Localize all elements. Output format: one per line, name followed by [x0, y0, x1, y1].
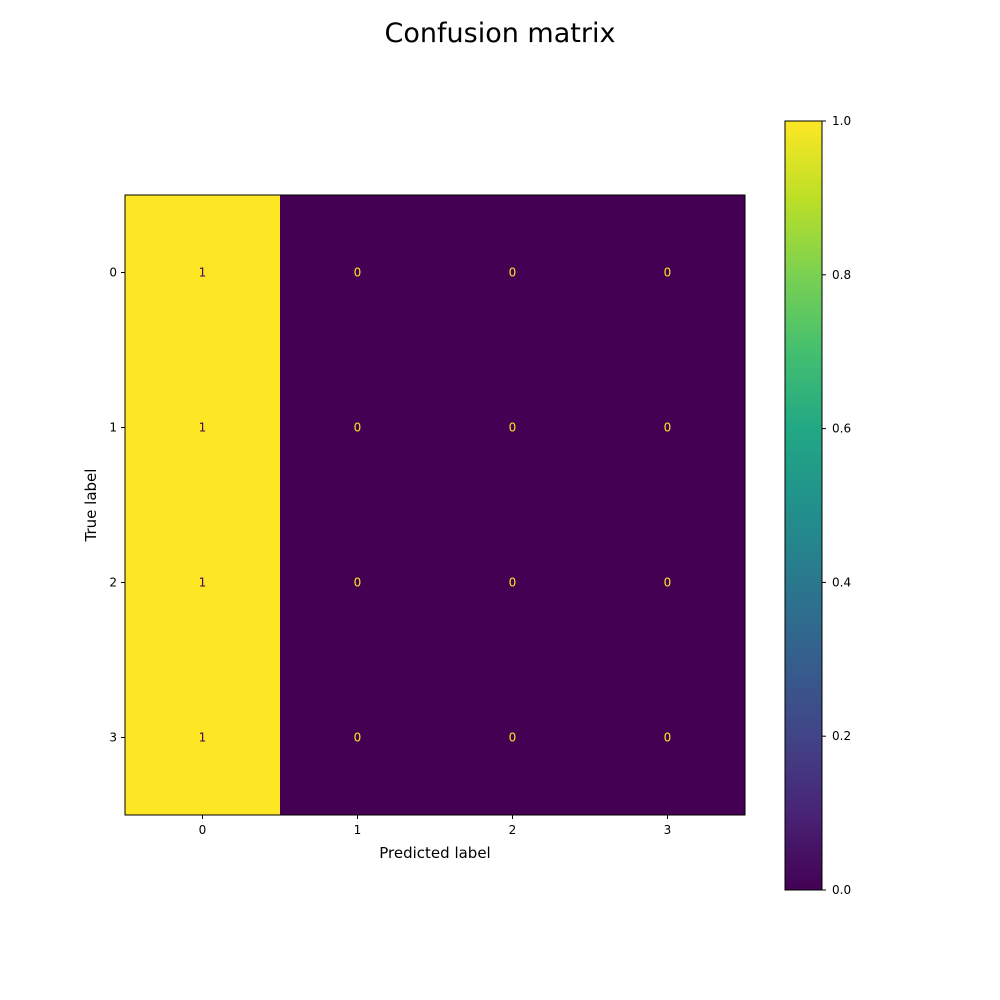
y-tick-label: 2 — [109, 576, 117, 590]
y-axis-ticks: 0 1 2 3 — [109, 266, 125, 745]
heatmap-cell — [280, 350, 436, 506]
colorbar-tick-label: 0.2 — [832, 729, 851, 743]
colorbar — [785, 121, 822, 890]
heatmap-cell — [280, 505, 436, 661]
heatmap-cells — [125, 195, 746, 816]
cell-value-label: 0 — [664, 266, 672, 280]
heatmap-cell — [125, 350, 281, 506]
heatmap-cell — [435, 660, 591, 816]
heatmap-cell — [435, 195, 591, 351]
heatmap-cell — [125, 660, 281, 816]
cell-value-label: 0 — [354, 576, 362, 590]
cell-value-label: 0 — [509, 266, 517, 280]
cell-value-label: 0 — [509, 421, 517, 435]
colorbar-tick-label: 0.4 — [832, 575, 851, 589]
colorbar-ticks: 0.0 0.2 0.4 0.6 0.8 1.0 — [822, 114, 851, 897]
colorbar-tick-label: 0.6 — [832, 422, 851, 436]
cell-value-label: 0 — [664, 576, 672, 590]
cell-value-label: 0 — [509, 576, 517, 590]
x-tick-label: 3 — [664, 823, 672, 837]
heatmap-cell — [435, 505, 591, 661]
heatmap-cell — [590, 660, 746, 816]
cell-value-label: 1 — [199, 731, 207, 745]
cell-value-label: 1 — [199, 266, 207, 280]
colorbar-tick-label: 0.0 — [832, 883, 851, 897]
x-axis-label: Predicted label — [379, 844, 490, 862]
colorbar-tick-label: 1.0 — [832, 114, 851, 128]
y-axis-label: True label — [82, 469, 100, 543]
colorbar-frame — [784, 120, 823, 891]
y-tick-label: 1 — [109, 421, 117, 435]
heatmap-cell — [125, 505, 281, 661]
heatmap-cell-labels: 1 0 0 0 1 0 0 0 1 0 0 0 1 0 0 0 — [199, 266, 672, 745]
y-tick-label: 3 — [109, 731, 117, 745]
heatmap-cell — [590, 505, 746, 661]
chart-title: Confusion matrix — [385, 18, 616, 49]
heatmap-cell — [590, 195, 746, 351]
cell-value-label: 0 — [664, 421, 672, 435]
y-tick-label: 0 — [109, 266, 117, 280]
cell-value-label: 0 — [354, 731, 362, 745]
x-tick-label: 1 — [354, 823, 362, 837]
x-axis-ticks: 0 1 2 3 — [199, 815, 672, 837]
colorbar-tick-label: 0.8 — [832, 268, 851, 282]
heatmap-cell — [125, 195, 281, 351]
x-tick-label: 0 — [199, 823, 207, 837]
heatmap-frame — [124, 194, 746, 816]
x-tick-label: 2 — [509, 823, 517, 837]
cell-value-label: 1 — [199, 421, 207, 435]
heatmap-cell — [590, 350, 746, 506]
cell-value-label: 1 — [199, 576, 207, 590]
cell-value-label: 0 — [354, 421, 362, 435]
heatmap-cell — [280, 195, 436, 351]
cell-value-label: 0 — [354, 266, 362, 280]
heatmap-cell — [280, 660, 436, 816]
cell-value-label: 0 — [664, 731, 672, 745]
cell-value-label: 0 — [509, 731, 517, 745]
heatmap-cell — [435, 350, 591, 506]
